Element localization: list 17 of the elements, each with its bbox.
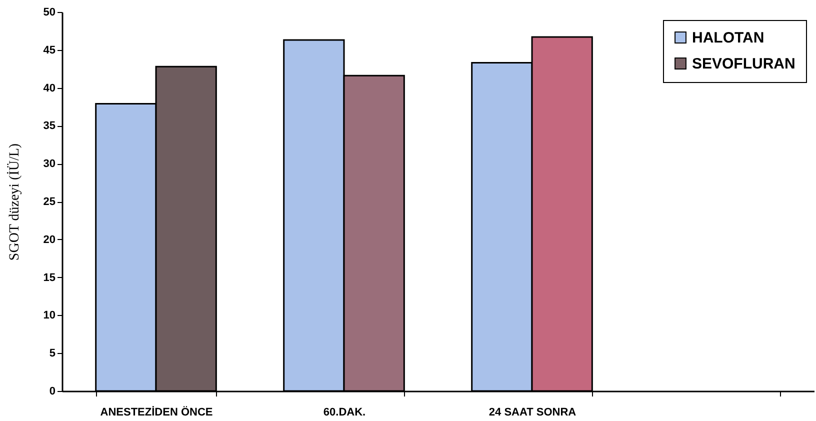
x-tick-label: ANESTEZİDEN ÖNCE: [100, 406, 213, 418]
x-tick-label: 60.DAK.: [323, 406, 366, 418]
legend-label: HALOTAN: [692, 30, 764, 46]
y-axis-title: SGOT düzeyi (İÜ/L): [6, 143, 22, 261]
legend-label: SEVOFLURAN: [692, 56, 796, 72]
y-tick-label: 15: [43, 272, 56, 284]
y-tick-label: 50: [43, 6, 56, 18]
y-tick-label: 40: [43, 82, 56, 94]
y-tick-label: 30: [43, 158, 56, 170]
y-tick-label: 45: [43, 44, 56, 56]
y-tick-label: 25: [43, 196, 56, 208]
y-tick-label: 20: [43, 234, 56, 246]
x-tick-label: 24 SAAT SONRA: [488, 406, 576, 418]
y-tick-label: 0: [49, 386, 56, 398]
y-tick-label: 35: [43, 120, 56, 132]
y-tick-label: 10: [43, 310, 56, 322]
y-tick-label: 5: [49, 348, 56, 360]
